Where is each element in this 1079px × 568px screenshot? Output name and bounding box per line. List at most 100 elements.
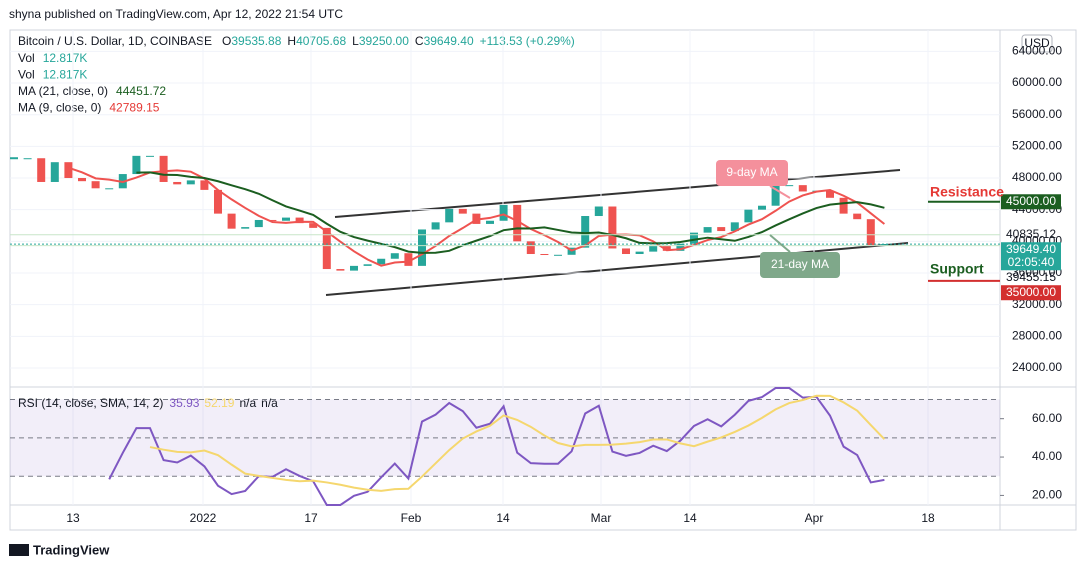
currency-box[interactable] (1021, 34, 1053, 53)
ohlc-key: H (287, 34, 296, 48)
candle (254, 219, 263, 228)
candle (622, 248, 630, 255)
candle (744, 209, 753, 223)
candle (703, 227, 712, 233)
candle (350, 265, 358, 271)
candle (390, 253, 399, 259)
candle (91, 181, 100, 189)
y-tick-label: 64000.00 (1012, 44, 1062, 58)
candle (200, 180, 209, 190)
indicator-value: 42789.15 (109, 101, 159, 115)
y-tick-label: 60000.00 (1012, 75, 1062, 89)
candle (581, 216, 590, 248)
countdown: 02:05:40 (1008, 255, 1055, 269)
candle (227, 213, 236, 229)
price-label: 39649.40 (1006, 242, 1056, 256)
chart-frame (9, 29, 1077, 531)
candle (445, 208, 454, 223)
candle (377, 258, 386, 265)
support-label: Support (930, 261, 984, 277)
x-tick-label: 13 (66, 511, 80, 525)
price-label-box (1001, 285, 1061, 301)
indicator-value: 12.817K (43, 51, 88, 65)
candle (146, 155, 154, 157)
candle (676, 243, 685, 251)
ohlc-value: 39250.00 (359, 34, 409, 48)
resistance-label: Resistance (930, 184, 1004, 200)
y-tick-label: 56000.00 (1012, 107, 1062, 121)
ohlc-value: 39649.40 (424, 34, 474, 48)
candle (717, 227, 726, 232)
ohlc-value: +113.53 (+0.29%) (480, 34, 575, 48)
indicator-key: MA (9, close, 0) (18, 101, 101, 115)
rsi-line (108, 387, 885, 506)
candle (159, 155, 168, 182)
candle (363, 264, 372, 266)
price-label: 45000.00 (1006, 194, 1056, 208)
ma21-arrow (769, 234, 791, 253)
candle (649, 246, 658, 252)
rsi-tick-label: 20.00 (1032, 488, 1062, 502)
price-label-box (1001, 242, 1061, 271)
candle (554, 254, 562, 256)
ma21-bubble (760, 252, 840, 278)
candle (839, 197, 848, 214)
x-tick-label: 18 (921, 511, 935, 525)
candle (309, 223, 318, 228)
candle (486, 220, 494, 224)
candle (540, 254, 549, 256)
candle (880, 244, 889, 246)
x-tick-label: 17 (304, 511, 318, 525)
rsi-tick-label: 40.00 (1032, 449, 1062, 463)
footer[interactable]: TradingView (33, 542, 110, 557)
indicator-value: 12.817K (43, 68, 88, 82)
price-label: 40835.12 (1006, 227, 1056, 241)
price-label: 35000.00 (1006, 285, 1056, 299)
currency: USD (1024, 36, 1050, 50)
ohlc-value: 39535.88 (231, 34, 281, 48)
ohlc-key: C (415, 34, 424, 48)
candle (499, 204, 508, 221)
indicator-value: 44451.72 (116, 84, 166, 98)
candle (336, 269, 345, 271)
candle (853, 213, 862, 220)
candle (241, 227, 250, 229)
candle (866, 219, 875, 246)
candle (526, 241, 535, 255)
indicator-key: Vol (18, 51, 35, 65)
y-tick-label: 48000.00 (1012, 170, 1062, 184)
ohlc-key: O (222, 34, 231, 48)
ohlc-key: L (352, 34, 359, 48)
candle (282, 217, 290, 221)
candle (37, 158, 46, 182)
y-tick-label: 52000.00 (1012, 139, 1062, 153)
rsi-value: n/a (261, 396, 278, 410)
rsi-value: 35.93 (169, 396, 199, 410)
candle (785, 185, 794, 187)
candle (418, 229, 426, 266)
candle (608, 206, 617, 249)
ohlc-value: 40705.68 (296, 34, 346, 48)
symbol: Bitcoin / U.S. Dollar, 1D, COINBASE (18, 34, 212, 48)
rsi-tick-label: 60.00 (1032, 411, 1062, 425)
candle (826, 190, 834, 198)
candle (105, 188, 114, 190)
x-tick-label: 2022 (190, 511, 217, 525)
candle (173, 181, 182, 185)
logo (9, 544, 29, 556)
y-tick-label: 32000.00 (1012, 297, 1062, 311)
candle (758, 205, 766, 210)
candle (594, 206, 603, 217)
candle (635, 251, 644, 255)
candle (23, 158, 32, 160)
candle (132, 155, 141, 175)
candle (322, 227, 331, 270)
candle (458, 208, 467, 214)
candle (513, 204, 522, 242)
x-tick-label: 14 (683, 511, 697, 525)
candle (404, 253, 413, 266)
ma21-line (136, 171, 885, 254)
candle (50, 162, 59, 182)
ma21-label: 21-day MA (771, 257, 829, 271)
